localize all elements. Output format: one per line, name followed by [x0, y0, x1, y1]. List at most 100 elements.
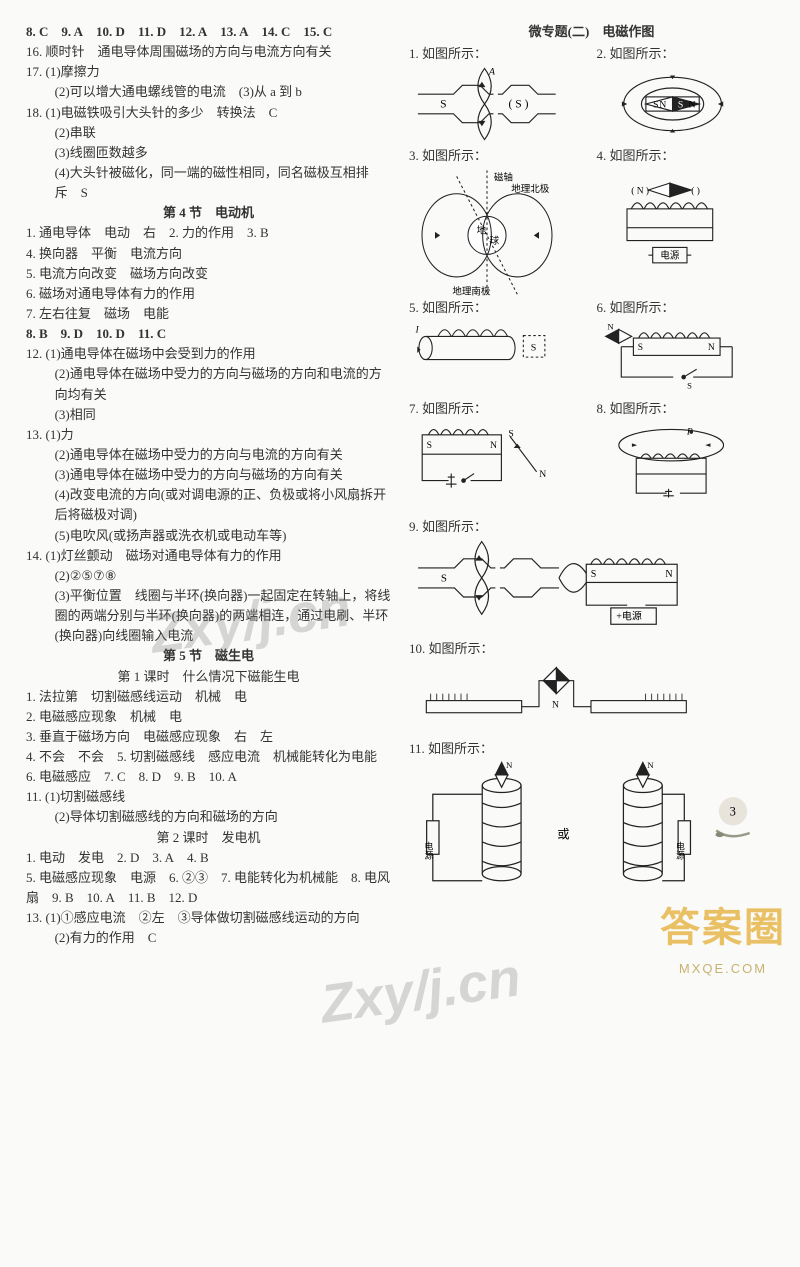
svg-text:N: N: [707, 343, 714, 353]
svg-text:( N ): ( N ): [631, 186, 649, 197]
s4-13d: (4)改变电流的方向(或对调电源的正、负极或将小风扇拆开后将磁极对调): [26, 485, 391, 525]
s4-13b: (2)通电导体在磁场中受力的方向与电流的方向有关: [26, 445, 391, 465]
s5-3: 3. 垂直于磁场方向 电磁感应现象 右 左: [26, 727, 391, 747]
q18-2: (2)串联: [26, 123, 391, 143]
figure-10: N: [409, 659, 704, 737]
q18-3: (3)线圈匝数越多: [26, 143, 391, 163]
svg-text:球: 球: [490, 235, 500, 247]
figure-5: S I: [409, 319, 550, 377]
s52-13b: (2)有力的作用 C: [26, 928, 391, 948]
svg-text:N: N: [647, 760, 654, 770]
svg-text:( S ): ( S ): [509, 99, 529, 111]
figure-4: ( N ) ( ) 电源: [597, 166, 743, 286]
badge-small: MXQE.COM: [660, 959, 786, 979]
svg-text:N: N: [490, 440, 497, 451]
s4-13c: (3)通电导体在磁场中受力的方向与磁场的方向有关: [26, 465, 391, 485]
svg-text:N: N: [552, 701, 559, 711]
cap-3: 3. 如图所示：: [409, 146, 587, 166]
s4-l7: 7. 左右往复 磁场 电能: [26, 304, 391, 324]
cap-6: 6. 如图所示：: [597, 298, 775, 318]
svg-text:S: S: [508, 428, 513, 439]
cap-8: 8. 如图所示：: [597, 399, 775, 419]
s5-6: 6. 电磁感应 7. C 8. D 9. B 10. A: [26, 767, 391, 787]
svg-text:S: S: [687, 380, 692, 390]
q17-1: 17. (1)摩擦力: [26, 62, 391, 82]
figure-8: P: [597, 419, 745, 515]
s5-1: 1. 法拉第 切割磁感线运动 机械 电: [26, 687, 391, 707]
s4-14b: (2)②⑤⑦⑧: [26, 566, 391, 586]
q18-1: 18. (1)电磁铁吸引大头针的多少 转换法 C: [26, 103, 391, 123]
figure-6: N S N S: [597, 319, 744, 397]
s4-12b: (2)通电导体在磁场中受力的方向与磁场的方向和电流的方向均有关: [26, 364, 391, 404]
svg-text:N: N: [688, 100, 695, 111]
cap-9: 9. 如图所示：: [409, 517, 774, 537]
svg-text:S: S: [677, 100, 682, 111]
figure-7: SN SN: [409, 419, 559, 507]
figure-2: SN SN: [597, 64, 748, 144]
svg-text:S: S: [591, 569, 597, 580]
s4-l8: 8. B 9. D 10. D 11. C: [26, 324, 391, 344]
s52-1: 1. 电动 发电 2. D 3. A 4. B: [26, 848, 391, 868]
svg-text:地: 地: [477, 225, 487, 237]
figure-3: 地 球 磁轴 地理北极 地理南极: [409, 166, 565, 296]
s4-12c: (3)相同: [26, 405, 391, 425]
svg-text:N: N: [607, 321, 614, 331]
q17-2: (2)可以增大通电螺线管的电流 (3)从 a 到 b: [26, 82, 391, 102]
svg-text:N: N: [539, 469, 546, 480]
svg-text:电源: 电源: [660, 250, 679, 262]
svg-text:S: S: [652, 100, 657, 111]
badge-big: 答案圈: [660, 906, 786, 950]
s4-l6: 6. 磁场对通电导体有力的作用: [26, 284, 391, 304]
left-column: 8. C 9. A 10. D 11. D 12. A 13. A 14. C …: [26, 22, 391, 948]
figure-11: 电源 电源 或 N N: [409, 759, 709, 909]
page-number-decoration: 3: [708, 793, 758, 843]
q16: 16. 顺时针 通电导体周围磁场的方向与电流方向有关: [26, 42, 391, 62]
cap-2: 2. 如图所示：: [597, 44, 775, 64]
q18-4: (4)大头针被磁化，同一端的磁性相同，同名磁极互相排斥 S: [26, 163, 391, 203]
section-5-2-title: 第 2 课时 发电机: [26, 828, 391, 848]
svg-text:S: S: [441, 572, 447, 584]
svg-text:电源: 电源: [675, 841, 685, 861]
svg-text:S: S: [427, 440, 432, 451]
s52-5: 5. 电磁感应现象 电源 6. ②③ 7. 电能转化为机械能 8. 电风扇 9.…: [26, 868, 391, 908]
s4-l1: 1. 通电导体 电动 右 2. 力的作用 3. B: [26, 223, 391, 243]
svg-text:A: A: [488, 67, 495, 78]
s4-l4: 4. 换向器 平衡 电流方向: [26, 244, 391, 264]
micro-topic-title: 微专题(二) 电磁作图: [409, 22, 774, 42]
svg-text:+电源: +电源: [616, 610, 642, 623]
s5-11b: (2)导体切割磁感线的方向和磁场的方向: [26, 807, 391, 827]
svg-text:地理南极: 地理南极: [452, 286, 491, 297]
cap-7: 7. 如图所示：: [409, 399, 587, 419]
svg-text:S: S: [637, 343, 642, 353]
svg-text:电源: 电源: [423, 841, 433, 861]
svg-text:S: S: [531, 342, 537, 353]
cap-10: 10. 如图所示：: [409, 639, 774, 659]
section-4-title: 第 4 节 电动机: [26, 203, 391, 223]
figure-1: S ( S ) A: [409, 64, 560, 144]
section-5-1-title: 第 1 课时 什么情况下磁能生电: [26, 667, 391, 687]
cap-11: 11. 如图所示：: [409, 739, 774, 759]
s5-2: 2. 电磁感应现象 机械 电: [26, 707, 391, 727]
svg-text:或: 或: [557, 828, 569, 842]
figure-9: S SN +电源: [409, 537, 718, 637]
cap-1: 1. 如图所示：: [409, 44, 587, 64]
svg-text:S: S: [440, 99, 446, 111]
s4-l5: 5. 电流方向改变 磁场方向改变: [26, 264, 391, 284]
svg-text:3: 3: [730, 805, 736, 819]
section-5-title: 第 5 节 磁生电: [26, 646, 391, 666]
s5-11a: 11. (1)切割磁感线: [26, 787, 391, 807]
s4-12a: 12. (1)通电导体在磁场中会受到力的作用: [26, 344, 391, 364]
cap-4: 4. 如图所示：: [597, 146, 775, 166]
cap-5: 5. 如图所示：: [409, 298, 587, 318]
s52-13a: 13. (1)①感应电流 ②左 ③导体做切割磁感线运动的方向: [26, 908, 391, 928]
svg-text:N: N: [659, 100, 666, 111]
s4-13a: 13. (1)力: [26, 425, 391, 445]
s4-14c: (3)平衡位置 线圈与半环(换向器)一起固定在转轴上，将线圈的两端分别与半环(换…: [26, 586, 391, 646]
mc-answers: 8. C 9. A 10. D 11. D 12. A 13. A 14. C …: [26, 22, 391, 42]
s4-14a: 14. (1)灯丝颤动 磁场对通电导体有力的作用: [26, 546, 391, 566]
s5-4: 4. 不会 不会 5. 切割磁感线 感应电流 机械能转化为电能: [26, 747, 391, 767]
svg-text:N: N: [506, 760, 513, 770]
svg-text:地理北极: 地理北极: [511, 183, 550, 195]
svg-text:( ): ( ): [691, 186, 700, 197]
svg-text:I: I: [415, 324, 420, 334]
